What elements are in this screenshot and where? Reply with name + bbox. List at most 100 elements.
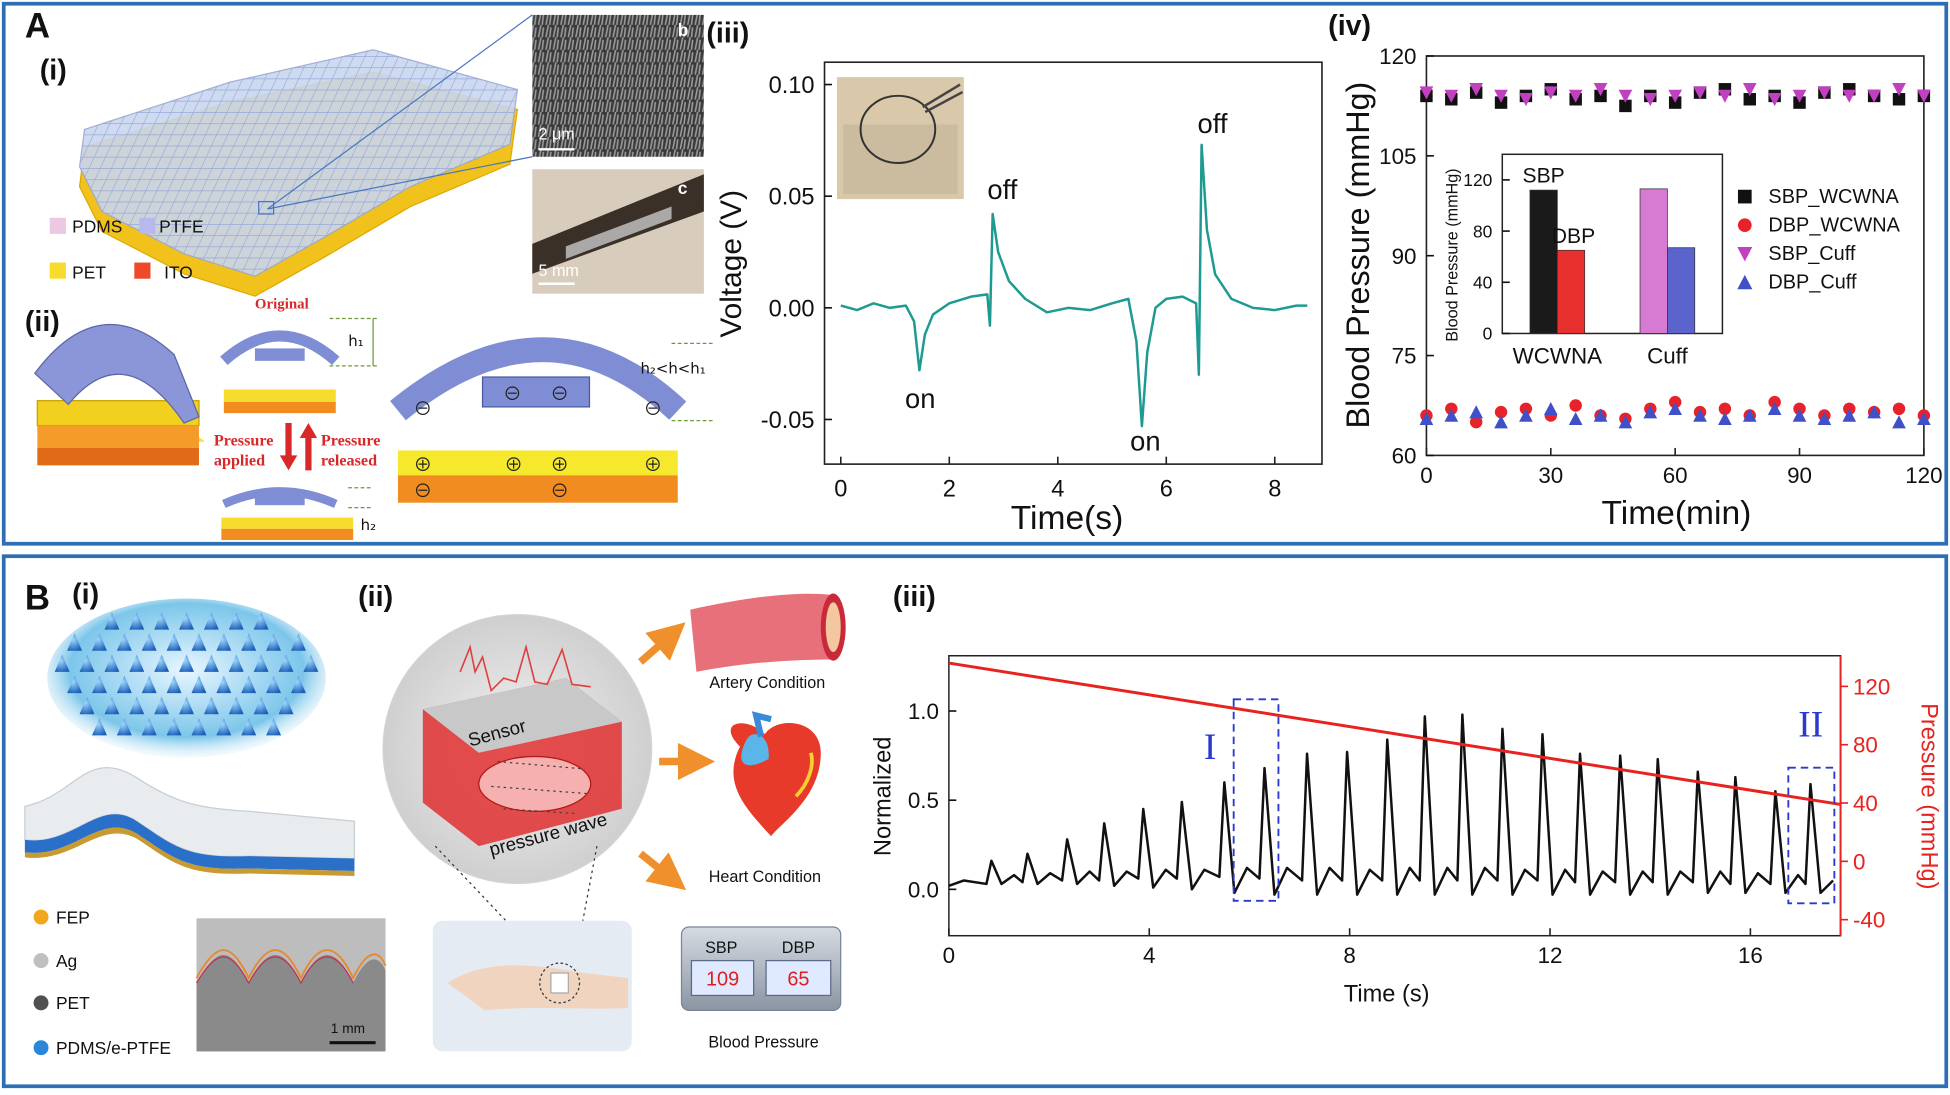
y-tick-label: 80	[1853, 733, 1878, 758]
y2-axis-label: Pressure (mmHg)	[1915, 703, 1941, 889]
marker	[1643, 93, 1658, 107]
subpanel-label: (iv)	[1328, 10, 1371, 42]
annotation: on	[905, 383, 935, 414]
marker	[1444, 89, 1459, 103]
panel-frame	[1, 554, 1949, 1089]
legend-marker	[1737, 246, 1753, 262]
x-axis-label: Time(min)	[1602, 495, 1752, 532]
cone	[253, 654, 269, 672]
cone	[179, 654, 195, 672]
marker	[1693, 408, 1707, 422]
scale-label: 1 mm	[331, 1021, 365, 1036]
bar	[1639, 188, 1668, 334]
cone	[116, 717, 132, 736]
marker	[1494, 405, 1508, 419]
legend-label: FEP	[56, 907, 90, 927]
panel-label: A	[25, 6, 50, 45]
charge-symbol	[646, 457, 660, 471]
cone	[129, 696, 145, 715]
legend-marker	[1737, 189, 1752, 204]
y-axis-label: Blood Pressure (mmHg)	[1340, 82, 1376, 429]
x-tick-label: 12	[1538, 943, 1563, 968]
marker	[1444, 408, 1459, 422]
schematic-label: Pressure	[321, 432, 381, 449]
y-tick-label: 40	[1473, 273, 1492, 293]
cone	[104, 654, 120, 672]
cone	[278, 696, 294, 715]
cone	[303, 654, 319, 672]
y-axis-label: Normalized	[870, 737, 896, 857]
marker	[1767, 93, 1782, 107]
cone	[129, 654, 145, 672]
y-tick-label: 120	[1463, 170, 1492, 190]
marker	[1543, 86, 1558, 100]
x-tick-label: 16	[1738, 943, 1763, 968]
cone	[166, 675, 182, 694]
display-header: SBP	[705, 939, 737, 957]
x-tick-label: 90	[1787, 463, 1812, 488]
marker	[1693, 86, 1707, 100]
y-tick-label: 90	[1392, 244, 1417, 269]
subpanel-label: (iii)	[706, 17, 749, 49]
cone	[266, 717, 282, 736]
annotation: II	[1798, 705, 1823, 746]
mechanism-schematic	[33, 317, 716, 541]
marker	[1519, 408, 1533, 422]
charge-symbol	[646, 401, 660, 415]
marker	[1842, 89, 1857, 103]
marker	[1892, 415, 1906, 429]
marker	[1618, 89, 1633, 103]
charge-symbol	[552, 457, 567, 471]
y-tick-label: 0.05	[769, 185, 815, 211]
cone	[154, 612, 170, 630]
series-label: DBP	[1552, 225, 1595, 248]
x-axis-label: Time (s)	[1344, 982, 1430, 1008]
bar	[1556, 249, 1586, 334]
cone	[291, 633, 306, 651]
marker	[1469, 415, 1483, 429]
microstructure-illustration	[24, 598, 387, 1056]
legend-label: PTFE	[159, 217, 203, 237]
x-tick-label: 60	[1663, 463, 1688, 488]
x-tick-label: 2	[943, 476, 956, 502]
marker	[1718, 411, 1732, 426]
schematic-label: applied	[214, 452, 265, 469]
cone	[253, 612, 269, 630]
cone	[129, 612, 145, 630]
y-tick-label: -40	[1853, 908, 1885, 933]
charge-symbol	[506, 457, 521, 471]
cone	[92, 675, 107, 694]
cone	[291, 675, 306, 694]
y-tick-label: 0.00	[769, 296, 815, 322]
cone	[179, 696, 195, 715]
marker	[1668, 89, 1682, 103]
legend-marker	[1737, 274, 1753, 290]
marker	[1543, 401, 1558, 416]
cone	[266, 675, 282, 694]
cone	[278, 654, 294, 672]
pressure-line	[948, 661, 1841, 806]
display-header: DBP	[782, 939, 815, 957]
highlight-box	[1787, 766, 1836, 905]
marker	[1792, 89, 1807, 103]
marker	[1867, 89, 1881, 103]
x-tick-label: 0	[834, 476, 847, 502]
highlight-box	[1232, 698, 1280, 902]
x-tick-label: 4	[1051, 476, 1064, 502]
y-tick-label: 60	[1392, 443, 1417, 468]
sem-label: b	[678, 20, 689, 40]
cone	[67, 633, 83, 651]
charge-symbol	[552, 483, 567, 498]
annotation: I	[1204, 727, 1216, 768]
scale-label: 5 mm	[538, 262, 578, 280]
schematic-label: h₁	[348, 332, 363, 350]
y-tick-label: -0.05	[761, 408, 815, 434]
y-tick-label: 0.0	[908, 877, 939, 902]
marker	[1643, 405, 1658, 419]
charge-symbol	[415, 483, 430, 498]
y-tick-label: 120	[1853, 674, 1890, 699]
subpanel-label: (ii)	[358, 581, 393, 613]
subpanel-label: (ii)	[25, 306, 60, 338]
cone	[191, 633, 207, 651]
